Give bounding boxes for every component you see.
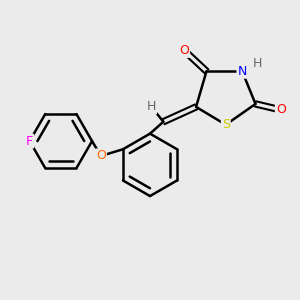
Text: N: N xyxy=(238,65,247,78)
Text: H: H xyxy=(147,100,156,113)
Text: F: F xyxy=(26,135,33,148)
Text: O: O xyxy=(96,149,106,162)
Text: S: S xyxy=(222,118,230,131)
Text: H: H xyxy=(252,57,262,70)
Text: O: O xyxy=(179,44,189,57)
Text: O: O xyxy=(276,103,286,116)
